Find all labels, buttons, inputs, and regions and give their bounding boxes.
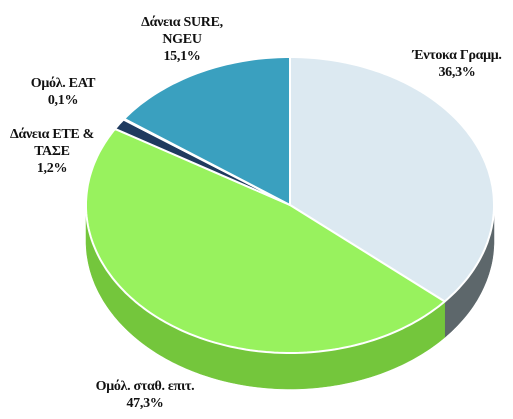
category-label: Δάνεια SURE, NGEU bbox=[141, 15, 223, 47]
slice bbox=[123, 56, 291, 206]
slice-label: Έντοκα Γραμμ. 36,3% bbox=[402, 47, 512, 81]
value-label: 47,3% bbox=[126, 396, 164, 411]
value-label: 0,1% bbox=[47, 93, 79, 108]
slice-label: Ομόλ. σταθ. επιτ. 47,3% bbox=[70, 378, 220, 412]
slice bbox=[289, 56, 495, 303]
category-label: Έντοκα Γραμμ. bbox=[412, 48, 502, 63]
category-label: Ομόλ. ΕΑΤ bbox=[30, 76, 96, 91]
slice-label: Δάνεια ΕΤΕ & ΤΑΣΕ 1,2% bbox=[2, 126, 102, 177]
slice-label: Ομόλ. ΕΑΤ 0,1% bbox=[18, 75, 108, 109]
value-label: 15,1% bbox=[163, 49, 201, 64]
value-label: 1,2% bbox=[36, 161, 68, 176]
slice-label: Δάνεια SURE, NGEU 15,1% bbox=[132, 14, 232, 65]
slice bbox=[85, 127, 446, 354]
category-label: Δάνεια ΕΤΕ & ΤΑΣΕ bbox=[9, 127, 95, 159]
category-label: Ομόλ. σταθ. επιτ. bbox=[95, 379, 195, 394]
value-label: 36,3% bbox=[438, 65, 476, 80]
